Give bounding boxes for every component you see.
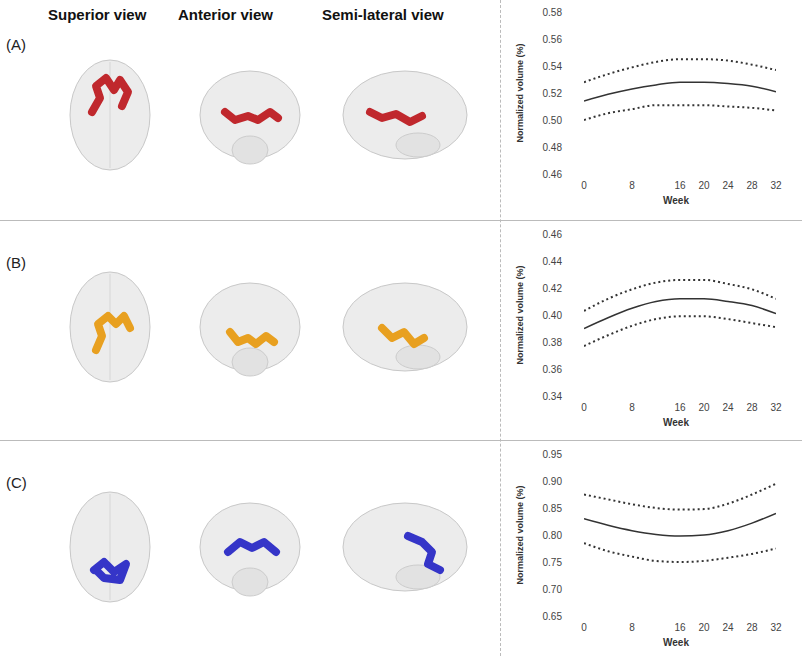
svg-text:Normalized volume (%): Normalized volume (%) xyxy=(515,485,525,584)
svg-text:32: 32 xyxy=(770,622,782,633)
svg-text:24: 24 xyxy=(722,402,734,413)
html-text:(C): (C) xyxy=(6,474,27,491)
svg-text:0.46: 0.46 xyxy=(543,229,563,240)
svg-text:0.48: 0.48 xyxy=(543,142,563,153)
svg-text:8: 8 xyxy=(629,180,635,191)
svg-text:24: 24 xyxy=(722,622,734,633)
svg-text:0.34: 0.34 xyxy=(543,391,563,402)
svg-text:16: 16 xyxy=(674,622,686,633)
svg-text:0.85: 0.85 xyxy=(543,503,563,514)
svg-text:0.90: 0.90 xyxy=(543,476,563,487)
svg-text:0.75: 0.75 xyxy=(543,557,563,568)
svg-text:28: 28 xyxy=(746,402,758,413)
svg-text:Normalized volume (%): Normalized volume (%) xyxy=(515,43,525,142)
html-text:Semi-lateral view: Semi-lateral view xyxy=(322,6,444,23)
svg-text:0.40: 0.40 xyxy=(543,310,563,321)
svg-text:32: 32 xyxy=(770,180,782,191)
svg-text:20: 20 xyxy=(698,180,710,191)
svg-text:0.95: 0.95 xyxy=(543,449,563,460)
svg-text:16: 16 xyxy=(674,180,686,191)
svg-text:0: 0 xyxy=(581,180,587,191)
html-text:Superior view: Superior view xyxy=(48,6,147,23)
svg-text:0.42: 0.42 xyxy=(543,283,563,294)
svg-text:Week: Week xyxy=(663,195,689,206)
svg-text:20: 20 xyxy=(698,402,710,413)
svg-text:0.36: 0.36 xyxy=(543,364,563,375)
svg-text:0.54: 0.54 xyxy=(543,61,563,72)
svg-text:0.80: 0.80 xyxy=(543,530,563,541)
html-text:Anterior view: Anterior view xyxy=(178,6,273,23)
html-text:(B): (B) xyxy=(6,254,26,271)
svg-text:8: 8 xyxy=(629,402,635,413)
svg-text:0.50: 0.50 xyxy=(543,115,563,126)
svg-text:0.52: 0.52 xyxy=(543,88,563,99)
svg-text:28: 28 xyxy=(746,622,758,633)
svg-text:Week: Week xyxy=(663,417,689,428)
svg-text:32: 32 xyxy=(770,402,782,413)
svg-text:0.70: 0.70 xyxy=(543,584,563,595)
svg-text:Normalized volume (%): Normalized volume (%) xyxy=(515,265,525,364)
svg-text:24: 24 xyxy=(722,180,734,191)
svg-text:0: 0 xyxy=(581,622,587,633)
svg-text:0.56: 0.56 xyxy=(543,34,563,45)
svg-text:0.44: 0.44 xyxy=(543,256,563,267)
svg-text:0.58: 0.58 xyxy=(543,7,563,18)
svg-text:0.65: 0.65 xyxy=(543,611,563,622)
svg-text:0.46: 0.46 xyxy=(543,169,563,180)
svg-text:8: 8 xyxy=(629,622,635,633)
svg-text:16: 16 xyxy=(674,402,686,413)
svg-text:0.38: 0.38 xyxy=(543,337,563,348)
svg-text:20: 20 xyxy=(698,622,710,633)
svg-text:Week: Week xyxy=(663,637,689,648)
svg-text:0: 0 xyxy=(581,402,587,413)
svg-text:28: 28 xyxy=(746,180,758,191)
html-text:(A): (A) xyxy=(6,36,26,53)
